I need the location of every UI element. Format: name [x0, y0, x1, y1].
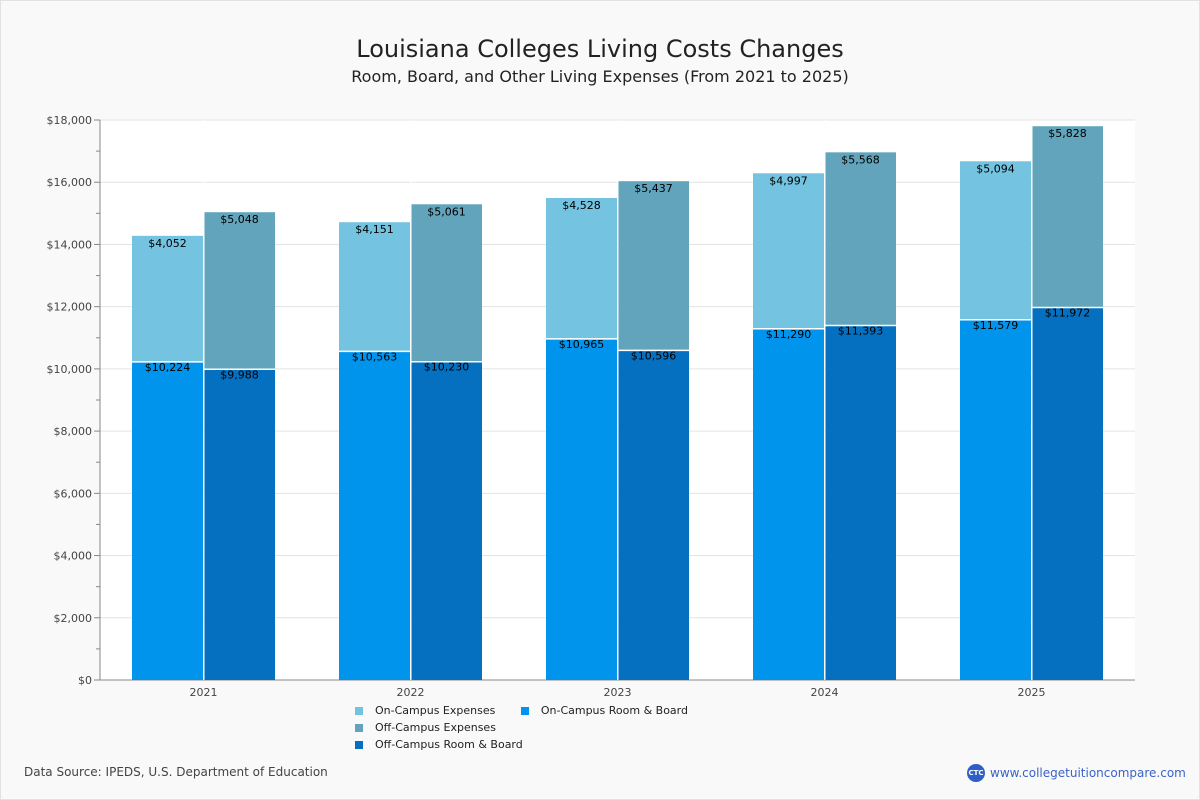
data-label: $9,988 [220, 368, 259, 381]
data-label: $4,997 [769, 174, 808, 187]
y-tick-label: $12,000 [47, 301, 93, 314]
site-link[interactable]: CTC www.collegetuitioncompare.com [967, 764, 1186, 782]
y-tick-label: $4,000 [54, 550, 93, 563]
bar-on-campus-expenses [132, 235, 203, 362]
bar-off-campus-expenses [825, 152, 896, 326]
data-label: $5,094 [976, 162, 1015, 175]
bar-off-campus-expenses [618, 181, 689, 351]
legend-label: Off-Campus Expenses [375, 721, 496, 734]
bar-on-campus-room-board [753, 328, 824, 680]
bar-off-campus-room-board [411, 361, 482, 680]
legend-label: On-Campus Expenses [375, 704, 496, 717]
x-tick-label: 2025 [1018, 686, 1046, 699]
legend-item-off-campus-room-board[interactable]: Off-Campus Room & Board [355, 736, 523, 753]
bar-on-campus-expenses [339, 222, 410, 352]
x-tick-label: 2022 [397, 686, 425, 699]
bar-on-campus-room-board [132, 361, 203, 680]
x-tick-label: 2021 [190, 686, 218, 699]
bar-off-campus-room-board [1032, 307, 1103, 680]
legend-swatch-on-campus-expenses [355, 706, 363, 715]
legend-item-off-campus-expenses[interactable]: Off-Campus Expenses [355, 719, 496, 736]
legend-item-on-campus-expenses[interactable]: On-Campus Expenses [355, 702, 495, 719]
data-label: $5,568 [841, 153, 880, 166]
data-source: Data Source: IPEDS, U.S. Department of E… [24, 765, 328, 779]
data-label: $10,563 [352, 350, 398, 363]
legend-swatch-off-campus-expenses [355, 723, 363, 732]
x-tick-label: 2023 [604, 686, 632, 699]
site-url[interactable]: www.collegetuitioncompare.com [990, 766, 1186, 780]
ctc-logo-icon: CTC [967, 764, 985, 782]
y-tick-label: $6,000 [54, 487, 93, 500]
bar-off-campus-expenses [1032, 126, 1103, 308]
bar-on-campus-expenses [546, 197, 617, 339]
legend-swatch-on-campus-room-board [520, 706, 529, 715]
legend-label: Off-Campus Room & Board [375, 738, 523, 751]
bar-off-campus-room-board [204, 369, 275, 680]
data-label: $11,579 [973, 319, 1019, 332]
y-tick-label: $14,000 [47, 238, 93, 251]
legend-swatch-off-campus-room-board [355, 740, 363, 749]
data-label: $4,052 [148, 237, 187, 250]
legend-item-on-campus-room-board[interactable]: On-Campus Room & Board [520, 702, 688, 719]
y-tick-label: $16,000 [47, 176, 93, 189]
data-label: $10,596 [631, 349, 677, 362]
data-label: $5,437 [634, 182, 673, 195]
y-tick-label: $2,000 [54, 612, 93, 625]
data-label: $5,828 [1048, 127, 1087, 140]
bar-on-campus-room-board [960, 319, 1031, 680]
bar-off-campus-room-board [618, 350, 689, 680]
chart-subtitle: Room, Board, and Other Living Expenses (… [351, 67, 849, 86]
data-label: $5,061 [427, 205, 466, 218]
data-label: $4,528 [562, 199, 601, 212]
x-tick-label: 2024 [811, 686, 839, 699]
legend-label: On-Campus Room & Board [540, 704, 688, 717]
bar-on-campus-room-board [546, 338, 617, 680]
data-label: $11,290 [766, 328, 812, 341]
data-label: $11,972 [1045, 307, 1091, 320]
legend: On-Campus Expenses On-Campus Room & Boar… [355, 702, 875, 753]
y-tick-label: $0 [78, 674, 92, 687]
data-label: $4,151 [355, 223, 394, 236]
bar-off-campus-expenses [411, 204, 482, 362]
data-label: $10,224 [145, 361, 191, 374]
bar-off-campus-expenses [204, 212, 275, 370]
y-tick-label: $8,000 [54, 425, 93, 438]
bar-on-campus-room-board [339, 351, 410, 680]
data-label: $5,048 [220, 213, 259, 226]
data-label: $10,965 [559, 338, 605, 351]
data-label: $10,230 [424, 361, 470, 374]
bar-off-campus-room-board [825, 325, 896, 680]
y-tick-label: $18,000 [47, 114, 93, 127]
bar-on-campus-expenses [753, 173, 824, 329]
data-label: $11,393 [838, 325, 884, 338]
bar-on-campus-expenses [960, 161, 1031, 320]
y-tick-label: $10,000 [47, 363, 93, 376]
chart-title: Louisiana Colleges Living Costs Changes [356, 35, 844, 63]
